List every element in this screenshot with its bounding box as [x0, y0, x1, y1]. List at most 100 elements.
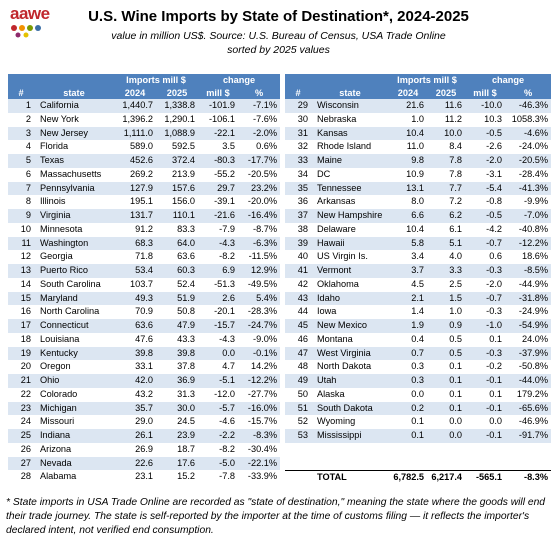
table-cell: 1058.3%	[511, 113, 549, 124]
table-row: 45 New Mexico 1.9 0.9 -1.0 -54.9%	[285, 319, 552, 333]
table-cell: New Mexico	[311, 319, 389, 333]
table-cell: 1,396.2	[122, 113, 153, 124]
table-cell: -50.8%	[518, 361, 549, 372]
table-row: 18 Louisiana 47.6 43.3 -4.3 -9.0%	[8, 333, 280, 347]
table-cell: 12.9%	[238, 264, 281, 278]
table-cell: -20.5%	[247, 168, 278, 179]
table-cell: 5.8	[389, 236, 427, 251]
table-cell: -5.0	[198, 456, 239, 471]
table-cell: 0.1	[449, 361, 463, 372]
table-row: 26 Arizona 26.9 18.7 -8.2 -30.4%	[8, 443, 280, 457]
table-cell: 12	[20, 251, 31, 262]
table-cell: Alabama	[40, 471, 77, 482]
table-cell: -41.3%	[505, 181, 552, 196]
table-cell: -106.1	[208, 113, 236, 124]
table-cell: 26.9	[135, 443, 153, 454]
table-cell: West Virginia	[311, 346, 389, 361]
table-cell: 43	[285, 291, 311, 306]
table-cell: 6.2	[427, 209, 466, 223]
table-cell: Pennsylvania	[34, 181, 114, 196]
table-cell: New Jersey	[34, 126, 114, 141]
table-cell: 26	[20, 443, 31, 454]
table-right: Imports mill $ change # state 2024 2025 mill $…	[285, 74, 552, 485]
table-cell: 11	[8, 236, 34, 251]
table-cell	[465, 456, 506, 471]
table-cell: 49.3	[114, 291, 156, 306]
table-cell: 0.6	[489, 251, 503, 262]
table-cell: -12.0	[214, 388, 236, 399]
header-cell: mill $	[465, 86, 506, 99]
table-head: Imports mill $ change # state 2024 2025 mill $…	[285, 74, 552, 99]
header-cell: %	[505, 86, 552, 99]
table-cell: 45	[285, 319, 311, 333]
table-cell: -20.0%	[247, 196, 278, 207]
table-cell: New York	[40, 113, 79, 124]
table-cell: 0.0	[489, 416, 503, 427]
table-cell: 2.6	[198, 291, 239, 306]
table-row: 27 Nevada 22.6 17.6 -5.0 -22.1%	[8, 456, 281, 471]
table-cell: Arizona	[40, 443, 72, 454]
table-cell: 1,290.1	[164, 113, 196, 124]
table-row: 49 Utah 0.3 0.1 -0.1 -44.0%	[285, 374, 552, 388]
table-cell: Hawaii	[311, 236, 389, 251]
table-cell: 7.8	[427, 154, 466, 168]
table-cell: -4.3	[219, 333, 236, 344]
table-cell: 589.0	[130, 141, 153, 152]
table-row: 17 Connecticut 63.6 47.9 -15.7 -24.7%	[8, 319, 281, 333]
table-row: 5 Texas 452.6 372.4 -80.3 -17.7%	[8, 154, 281, 168]
table-cell: 0.5	[427, 346, 466, 361]
logo: aawe	[10, 4, 60, 38]
table-row: 1 California 1,440.7 1,338.8 -101.9 -7.1%	[8, 99, 281, 113]
table-cell: 24	[20, 416, 31, 427]
table-body: 1 California 1,440.7 1,338.8 -101.9 -7.1% 2 New…	[8, 99, 281, 484]
table-row: 21 Ohio 42.0 36.9 -5.1 -12.2%	[8, 374, 281, 388]
header-row: # state 2024 2025 mill $%	[285, 86, 552, 99]
table-cell: -7.1%	[238, 99, 281, 113]
table-cell: -31.8%	[505, 291, 552, 306]
table-cell: 3	[8, 126, 34, 141]
table-cell: 0.1	[427, 374, 466, 388]
table-cell: Louisiana	[40, 333, 80, 344]
table-cell: Texas	[34, 154, 114, 168]
table-cell: 36	[297, 196, 308, 207]
table-row: 7 Pennsylvania 127.9 157.6 29.7 23.2%	[8, 181, 281, 196]
table-cell: 156.0	[172, 196, 196, 207]
table-cell: -30.4%	[247, 443, 278, 454]
table-cell: -0.1	[465, 374, 506, 388]
table-cell: 28	[20, 471, 31, 482]
table-cell: 372.4	[156, 154, 199, 168]
table-cell: -33.9%	[247, 471, 278, 482]
table-cell: -8.7%	[253, 223, 278, 234]
table-cell: -16.4%	[238, 209, 281, 223]
table-row: 40 US Virgin Is. 3.4 4.0 0.6 18.6%	[285, 250, 551, 264]
table-row: 23 Michigan 35.7 30.0 -5.7 -16.0%	[8, 401, 281, 416]
table-cell	[311, 442, 389, 457]
table-cell: 0.5	[449, 333, 463, 344]
table-cell: -54.9%	[505, 319, 552, 333]
table-head: Imports mill $ change # state 2024 2025 mill $…	[8, 74, 281, 99]
table-cell: 18.7	[177, 443, 196, 454]
table-cell: -8.2	[219, 443, 236, 454]
table-cell: -0.8	[486, 196, 503, 207]
table-cell: Oklahoma	[317, 278, 359, 289]
table-cell: Massachusetts	[40, 168, 102, 179]
table-cell: 53.4	[114, 264, 156, 278]
table-cell: -16.0%	[238, 401, 281, 416]
table-cell: 42.0	[114, 374, 156, 388]
header-row: Imports mill $ change	[285, 74, 552, 87]
table-cell: 6.6	[389, 209, 427, 223]
table-cell: Puerto Rico	[34, 264, 114, 278]
header-cell	[8, 74, 34, 87]
table-cell: 0.1	[449, 388, 463, 399]
table-cell: 16	[20, 306, 31, 317]
table-cell: Illinois	[40, 196, 66, 207]
table-cell: -80.3	[198, 154, 239, 168]
table-cell: 5.4%	[238, 291, 281, 306]
table-cell: Virginia	[34, 209, 114, 223]
table-row: 48 North Dakota 0.3 0.1 -0.2 -50.8%	[285, 360, 551, 374]
table-cell: US Virgin Is.	[317, 251, 368, 262]
table-cell: 452.6	[114, 154, 156, 168]
table-row: 11 Washington 68.3 64.0 -4.3 -6.3%	[8, 236, 281, 251]
table-cell: 157.6	[156, 181, 199, 196]
table-cell: Missouri	[40, 416, 75, 427]
